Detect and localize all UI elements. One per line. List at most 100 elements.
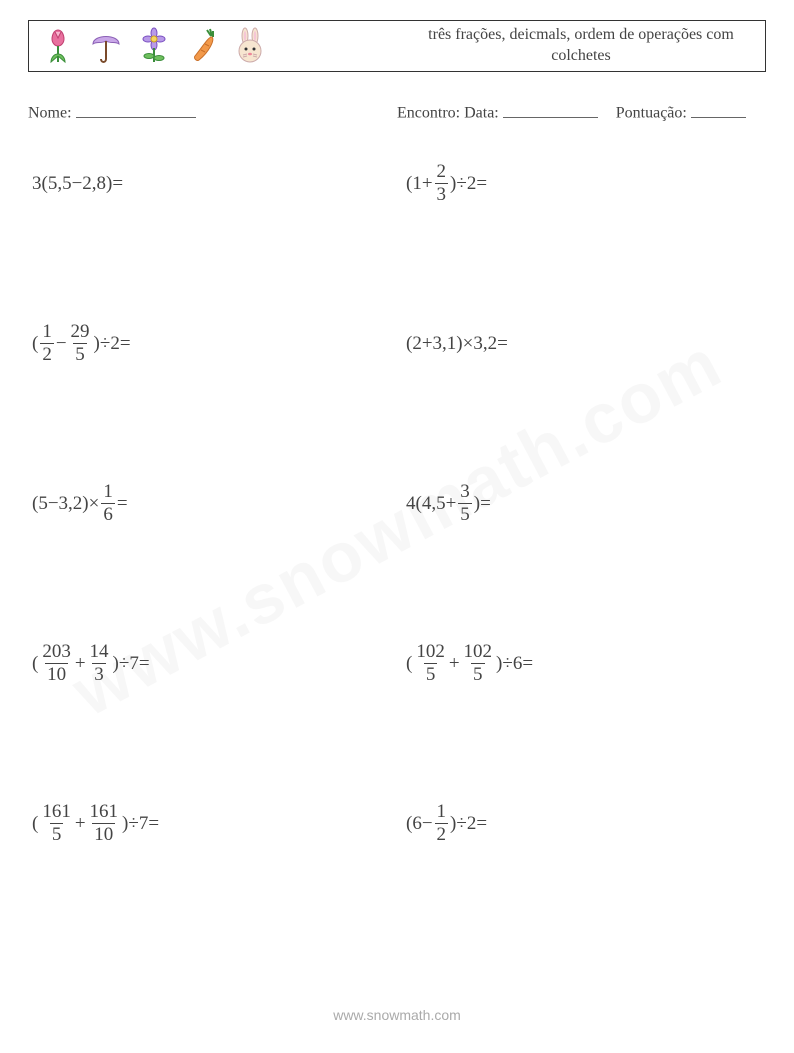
expr-token: = xyxy=(139,653,150,675)
fraction-numerator: 1 xyxy=(40,322,54,343)
expr-token: + xyxy=(446,493,457,515)
expr-token: − xyxy=(56,333,67,355)
fraction-numerator: 29 xyxy=(69,322,92,343)
problem-p6: 4(4,5 + 35) = xyxy=(402,479,766,529)
fraction-denominator: 3 xyxy=(92,663,106,685)
fraction-denominator: 10 xyxy=(92,823,115,845)
fraction: 12 xyxy=(435,802,449,845)
fraction: 1025 xyxy=(414,642,447,685)
expr-token: = xyxy=(476,813,487,835)
expr-token: 3 xyxy=(32,173,42,195)
date-label: Encontro: Data: xyxy=(397,105,499,122)
expr-token: 2 xyxy=(467,173,477,195)
expr-token: ( xyxy=(32,813,38,835)
expr-token: = xyxy=(120,333,131,355)
expr-token: × xyxy=(89,493,100,515)
fraction: 1025 xyxy=(462,642,495,685)
fraction-denominator: 5 xyxy=(458,503,472,525)
fraction-numerator: 2 xyxy=(435,162,449,183)
header-icons xyxy=(29,21,397,71)
flower-icon xyxy=(137,26,171,66)
fraction: 143 xyxy=(88,642,111,685)
fraction-denominator: 5 xyxy=(471,663,485,685)
expr-token: 1 xyxy=(447,333,457,355)
expr-token: × xyxy=(463,333,474,355)
expr-token: = xyxy=(148,813,159,835)
expr-token: 3 xyxy=(433,333,443,355)
expr-token: + xyxy=(75,653,86,675)
fraction-numerator: 1 xyxy=(435,802,449,823)
fraction-numerator: 161 xyxy=(88,802,121,823)
worksheet-header: três frações, deicmals, ordem de operaçõ… xyxy=(28,20,766,72)
fraction: 35 xyxy=(458,482,472,525)
expr-token: + xyxy=(449,653,460,675)
info-row: Nome: Encontro: Data: Pontuação: xyxy=(28,100,766,123)
expr-token: 2 xyxy=(73,493,83,515)
expr-token: ( xyxy=(32,333,38,355)
expr-token: 2 xyxy=(412,333,422,355)
bunny-icon xyxy=(233,26,267,66)
expr-token: 3 xyxy=(59,493,69,515)
fraction-denominator: 5 xyxy=(50,823,64,845)
fraction: 20310 xyxy=(40,642,73,685)
fraction-numerator: 3 xyxy=(458,482,472,503)
problem-p9: (1615 + 16110) ÷ 7 = xyxy=(28,799,392,849)
expr-token: = xyxy=(112,173,123,195)
expr-token: + xyxy=(422,333,433,355)
footer-url: www.snowmath.com xyxy=(0,1007,794,1023)
expr-token: 6 xyxy=(513,653,523,675)
fraction-numerator: 1 xyxy=(101,482,115,503)
expr-token: 5 xyxy=(436,493,446,515)
problem-p5: (5 − 3,2) × 16 = xyxy=(28,479,392,529)
expr-token: ÷ xyxy=(119,653,129,675)
expr-token: + xyxy=(75,813,86,835)
expr-token: 5 xyxy=(48,173,58,195)
fraction-numerator: 14 xyxy=(88,642,111,663)
name-blank[interactable] xyxy=(76,100,196,118)
expr-token: 5 xyxy=(62,173,72,195)
score-blank[interactable] xyxy=(691,100,746,118)
expr-token: = xyxy=(480,493,491,515)
fraction: 16 xyxy=(101,482,115,525)
problem-p3: (12 − 295) ÷ 2 = xyxy=(28,319,392,369)
umbrella-icon xyxy=(89,26,123,66)
problem-p8: (1025 + 1025) ÷ 6 = xyxy=(402,639,766,689)
problem-p4: (2 + 3,1) × 3,2 = xyxy=(402,319,766,369)
expr-token: = xyxy=(476,173,487,195)
fraction-denominator: 2 xyxy=(435,823,449,845)
expr-token: 7 xyxy=(129,653,139,675)
expr-token: 7 xyxy=(139,813,149,835)
fraction-numerator: 161 xyxy=(40,802,73,823)
problem-p7: (20310 + 143) ÷ 7 = xyxy=(28,639,392,689)
expr-token: ÷ xyxy=(502,653,512,675)
expr-token: ( xyxy=(406,653,412,675)
date-blank[interactable] xyxy=(503,100,598,118)
fraction-denominator: 5 xyxy=(424,663,438,685)
fraction-numerator: 102 xyxy=(462,642,495,663)
expr-token: = xyxy=(497,333,508,355)
fraction: 295 xyxy=(69,322,92,365)
fraction-denominator: 5 xyxy=(73,343,87,365)
expr-token: 4 xyxy=(422,493,432,515)
expr-token: + xyxy=(422,173,433,195)
expr-token: 3 xyxy=(473,333,483,355)
expr-token: ÷ xyxy=(100,333,110,355)
expr-token: 2 xyxy=(488,333,498,355)
expr-token: 2 xyxy=(82,173,92,195)
expr-token: 4 xyxy=(406,493,416,515)
expr-token: 8 xyxy=(97,173,107,195)
expr-token: ÷ xyxy=(128,813,138,835)
expr-token: = xyxy=(117,493,128,515)
fraction-denominator: 6 xyxy=(101,503,115,525)
score-label: Pontuação: xyxy=(616,105,687,122)
worksheet-title: três frações, deicmals, ordem de operaçõ… xyxy=(397,21,765,71)
expr-token: 5 xyxy=(38,493,48,515)
name-label: Nome: xyxy=(28,105,72,122)
carrot-icon xyxy=(185,26,219,66)
problem-p1: 3(5,5 − 2,8) = xyxy=(28,159,392,209)
fraction: 12 xyxy=(40,322,54,365)
expr-token: = xyxy=(522,653,533,675)
problems-grid: 3(5,5 − 2,8) = (1 + 23) ÷ 2 = (12 − 295)… xyxy=(28,159,766,849)
tulip-icon xyxy=(41,26,75,66)
expr-token: 1 xyxy=(412,173,422,195)
